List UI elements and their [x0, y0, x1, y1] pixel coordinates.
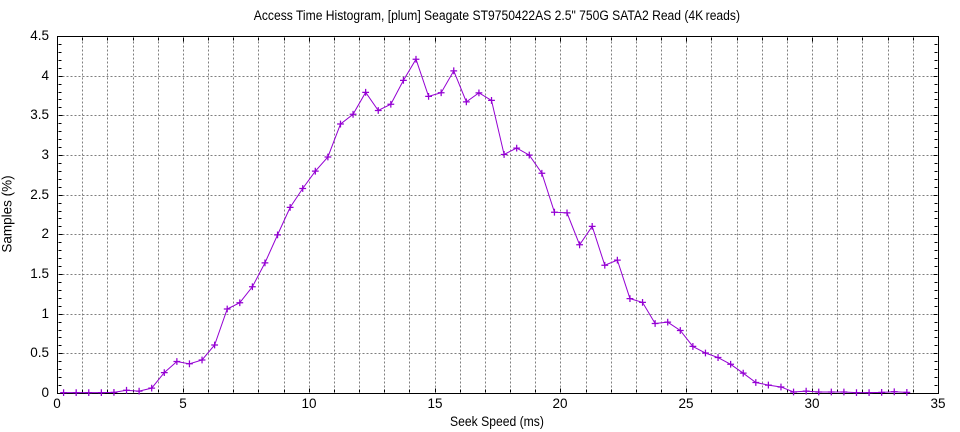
svg-text:3.5: 3.5 — [30, 107, 49, 122]
svg-text:3: 3 — [41, 147, 49, 162]
svg-text:10: 10 — [301, 396, 316, 411]
svg-text:2.5: 2.5 — [30, 187, 49, 202]
svg-text:2: 2 — [41, 226, 49, 241]
svg-text:30: 30 — [804, 396, 819, 411]
svg-text:20: 20 — [552, 396, 567, 411]
svg-text:4: 4 — [41, 68, 49, 83]
svg-text:15: 15 — [427, 396, 442, 411]
svg-text:0: 0 — [41, 385, 49, 400]
svg-text:0: 0 — [53, 396, 61, 411]
svg-text:1: 1 — [41, 306, 49, 321]
svg-text:25: 25 — [678, 396, 693, 411]
svg-text:4.5: 4.5 — [30, 28, 49, 43]
svg-text:1.5: 1.5 — [30, 266, 49, 281]
svg-text:0.5: 0.5 — [30, 345, 49, 360]
svg-text:5: 5 — [179, 396, 187, 411]
svg-text:35: 35 — [930, 396, 945, 411]
